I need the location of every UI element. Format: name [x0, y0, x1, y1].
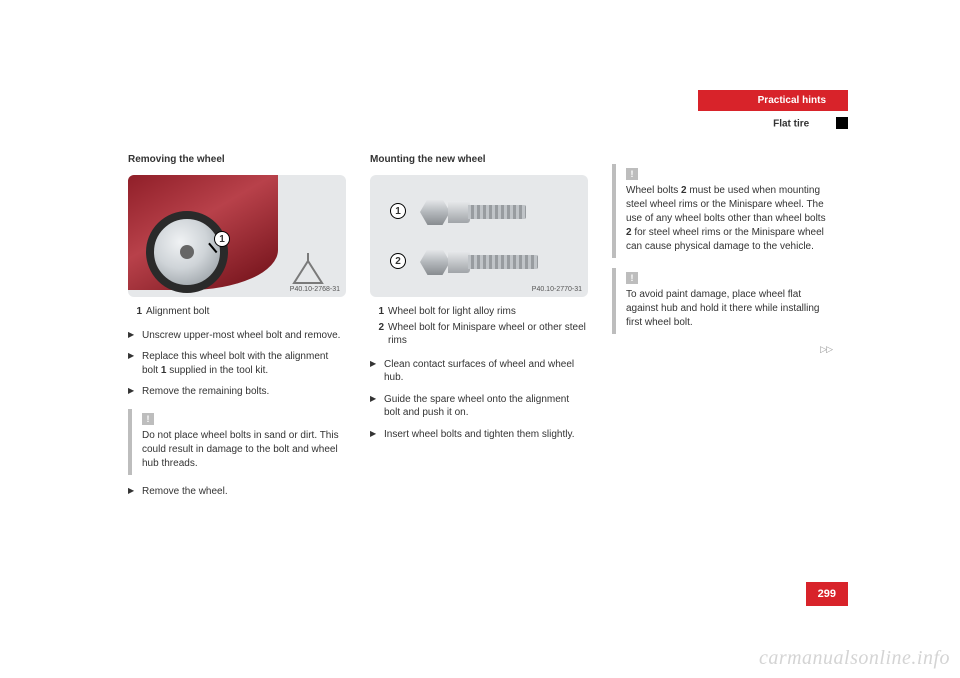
step-text: Replace this wheel bolt with the alignme… — [142, 350, 346, 377]
figure-alignment-bolt: 1 P40.10-2768-31 — [128, 175, 346, 297]
column-removing-wheel: Removing the wheel 1 P40.10-2768-31 1 Al… — [128, 154, 346, 506]
col2-steps: ▶ Clean contact surfaces of wheel and wh… — [370, 358, 588, 442]
step-guide: ▶ Guide the spare wheel onto the alignme… — [370, 393, 588, 420]
figure-code-1: P40.10-2768-31 — [290, 286, 340, 293]
figure2-definitions: 1 Wheel bolt for light alloy rims 2 Whee… — [370, 305, 588, 348]
step-replace: ▶ Replace this wheel bolt with the align… — [128, 350, 346, 377]
section-header: Practical hints — [698, 90, 848, 111]
watermark: carmanualsonline.info — [759, 647, 950, 670]
bullet-icon: ▶ — [370, 358, 384, 385]
col1-steps: ▶ Unscrew upper-most wheel bolt and remo… — [128, 329, 346, 399]
step-text: Clean contact surfaces of wheel and whee… — [384, 358, 588, 385]
note-paint-damage: ! To avoid paint damage, place wheel fla… — [612, 268, 830, 334]
step-clean: ▶ Clean contact surfaces of wheel and wh… — [370, 358, 588, 385]
column-notes: ! Wheel bolts 2 must be used when mounti… — [612, 154, 830, 506]
bullet-icon: ▶ — [370, 428, 384, 442]
step-text: Remove the remaining bolts. — [142, 385, 269, 399]
figure1-definitions: 1 Alignment bolt — [128, 305, 346, 319]
bullet-icon: ▶ — [128, 485, 142, 499]
step-text: Remove the wheel. — [142, 485, 228, 499]
figure-code-2: P40.10-2770-31 — [532, 286, 582, 293]
note-text: To avoid paint damage, place wheel flat … — [626, 288, 830, 330]
callout-1: 1 — [214, 231, 230, 247]
callout-bolt-2: 2 — [390, 253, 406, 269]
bullet-icon: ▶ — [128, 350, 142, 377]
jack-icon — [290, 251, 326, 287]
step-remove-wheel: ▶ Remove the wheel. — [128, 485, 346, 499]
warning-icon: ! — [142, 413, 154, 425]
def-text: Wheel bolt for light alloy rims — [388, 305, 516, 319]
subsection-text: Flat tire — [773, 119, 809, 130]
note-text: Do not place wheel bolts in sand or dirt… — [142, 429, 346, 471]
subsection-marker — [836, 117, 848, 129]
subsection-header: Flat tire — [773, 118, 832, 130]
note-sand-dirt: ! Do not place wheel bolts in sand or di… — [128, 409, 346, 475]
callout-bolt-1: 1 — [390, 203, 406, 219]
bullet-icon: ▶ — [370, 393, 384, 420]
content-columns: Removing the wheel 1 P40.10-2768-31 1 Al… — [128, 154, 832, 506]
def-text: Alignment bolt — [146, 305, 209, 319]
bullet-icon: ▶ — [128, 385, 142, 399]
figure-wheel-bolts: 1 2 P40.10-2770-31 — [370, 175, 588, 297]
step-remove-bolts: ▶ Remove the remaining bolts. — [128, 385, 346, 399]
note-wheel-bolts-2: ! Wheel bolts 2 must be used when mounti… — [612, 164, 830, 258]
step-text: Insert wheel bolts and tighten them slig… — [384, 428, 574, 442]
bullet-icon: ▶ — [128, 329, 142, 343]
step-text: Unscrew upper-most wheel bolt and remove… — [142, 329, 340, 343]
step-insert: ▶ Insert wheel bolts and tighten them sl… — [370, 428, 588, 442]
col2-heading: Mounting the new wheel — [370, 154, 588, 165]
column-mounting-wheel: Mounting the new wheel 1 2 P40.10-2770-3… — [370, 154, 588, 506]
def-num: 1 — [370, 305, 384, 319]
step-text: Guide the spare wheel onto the alignment… — [384, 393, 588, 420]
continue-icon: ▷▷ — [820, 344, 832, 355]
warning-icon: ! — [626, 272, 638, 284]
note-text: Wheel bolts 2 must be used when mounting… — [626, 184, 830, 254]
def-num: 1 — [128, 305, 142, 319]
step-unscrew: ▶ Unscrew upper-most wheel bolt and remo… — [128, 329, 346, 343]
def-text: Wheel bolt for Minispare wheel or other … — [388, 321, 588, 348]
warning-icon: ! — [626, 168, 638, 180]
col1-heading: Removing the wheel — [128, 154, 346, 165]
page-number: 299 — [806, 582, 848, 606]
def-num: 2 — [370, 321, 384, 348]
